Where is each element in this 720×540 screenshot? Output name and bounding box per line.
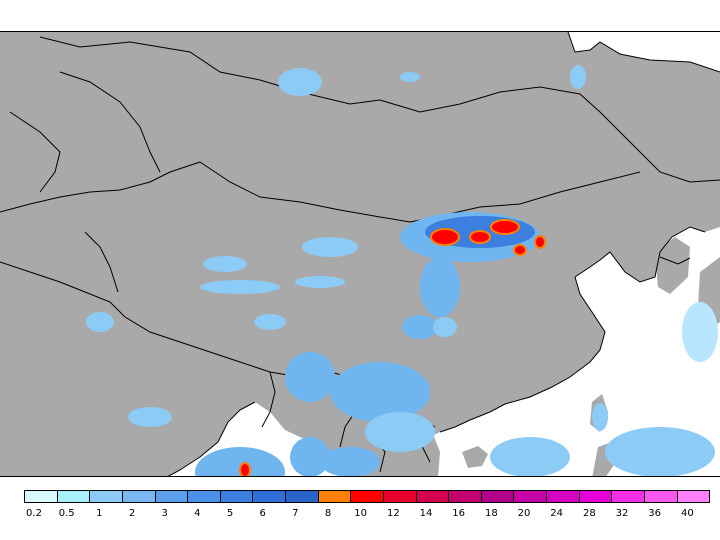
colorbar-swatch [188, 491, 221, 502]
colorbar [24, 490, 710, 503]
precipitation-field [86, 65, 718, 476]
colorbar-swatch [351, 491, 384, 502]
land-hainan [462, 446, 488, 468]
map-frame [0, 31, 720, 477]
colorbar-swatch [514, 491, 547, 502]
precip-patch [195, 447, 285, 476]
precip-patch [402, 315, 438, 339]
land-korea [655, 237, 690, 294]
colorbar-tick-label: 12 [386, 508, 400, 519]
precip-patch [285, 352, 335, 402]
colorbar-tick-label: 14 [419, 508, 433, 519]
precip-patch [239, 462, 251, 476]
colorbar-swatch [677, 491, 710, 502]
colorbar-tick-label: 18 [484, 508, 498, 519]
colorbar-swatch [25, 491, 58, 502]
colorbar-tick-label: 7 [292, 508, 299, 519]
colorbar-swatch [122, 491, 156, 502]
precip-patch [605, 427, 715, 476]
colorbar-swatch [253, 491, 286, 502]
precip-patch [490, 219, 520, 235]
colorbar-tick-label: 4 [194, 508, 201, 519]
colorbar-swatch [383, 491, 417, 502]
land-india-south [0, 412, 120, 476]
colorbar-tick-label: 16 [452, 508, 466, 519]
precip-patch [254, 314, 286, 330]
colorbar-tick-label: 36 [648, 508, 662, 519]
colorbar-tick-label: 28 [582, 508, 596, 519]
precip-patch [513, 244, 527, 256]
colorbar-swatch [286, 491, 319, 502]
precip-patch [433, 317, 457, 337]
colorbar-tick-label: 5 [226, 508, 234, 519]
precip-patch [534, 235, 546, 249]
precip-patch [365, 412, 435, 452]
precip-patch [330, 362, 430, 422]
colorbar-tick-label: 24 [550, 508, 564, 519]
colorbar-swatch [318, 491, 352, 502]
colorbar-swatch [220, 491, 254, 502]
precipitation-map [0, 32, 720, 476]
precip-patch [592, 403, 608, 431]
colorbar-swatch [644, 491, 678, 502]
precip-patch [469, 230, 491, 244]
precip-patch [570, 65, 586, 89]
colorbar-tick-label: 2 [128, 508, 136, 519]
colorbar-tick-label: 6 [259, 508, 266, 519]
colorbar-swatch [155, 491, 189, 502]
precip-patch [128, 407, 172, 427]
precip-patch [290, 437, 330, 476]
colorbar-tick-label: 32 [615, 508, 629, 519]
precip-patch [203, 256, 247, 272]
colorbar-swatch [57, 491, 91, 502]
precip-patch [682, 302, 718, 362]
colorbar-swatch [449, 491, 482, 502]
colorbar-swatch [612, 491, 645, 502]
precip-patch [295, 276, 345, 288]
colorbar-tick-label: 10 [354, 508, 368, 519]
coastlines [167, 32, 720, 476]
colorbar-tick-label: 0.5 [58, 508, 75, 519]
colorbar-swatch [547, 491, 580, 502]
colorbar-tick-label: 3 [161, 508, 168, 519]
colorbar-swatch [481, 491, 515, 502]
colorbar-swatch [90, 491, 123, 502]
colorbar-tick-label: 8 [324, 508, 332, 519]
colorbar-swatch [416, 491, 450, 502]
precip-patch [490, 437, 570, 476]
colorbar-tick-labels: 0.2 0.5 1 2 3 4 5 6 7 8 10 12 14 16 18 20 24 28 32 36 40 [0, 508, 720, 522]
precip-patch [278, 68, 322, 96]
precip-patch [400, 72, 420, 82]
land-mass [0, 32, 720, 476]
colorbar-swatch [579, 491, 613, 502]
colorbar-tick-label: 0.2 [26, 508, 42, 519]
colorbar-tick-label: 40 [680, 508, 694, 519]
precip-patch [320, 447, 380, 476]
colorbar-tick-label: 20 [517, 508, 531, 519]
precip-patch [420, 257, 460, 317]
precip-patch [200, 280, 280, 294]
colorbar-tick-label: 1 [96, 508, 103, 519]
precip-patch [86, 312, 114, 332]
precip-patch [430, 228, 460, 246]
precip-patch [302, 237, 358, 257]
